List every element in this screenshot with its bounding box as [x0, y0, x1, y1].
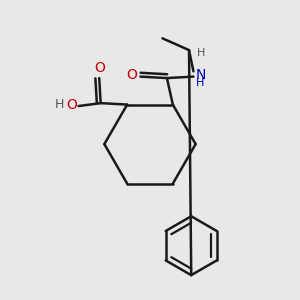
Text: H: H: [196, 48, 205, 58]
Text: O: O: [94, 61, 105, 75]
Text: O: O: [66, 98, 77, 112]
Text: H: H: [55, 98, 64, 111]
Text: H: H: [196, 78, 204, 88]
Text: O: O: [126, 68, 137, 82]
Text: N: N: [196, 68, 206, 82]
